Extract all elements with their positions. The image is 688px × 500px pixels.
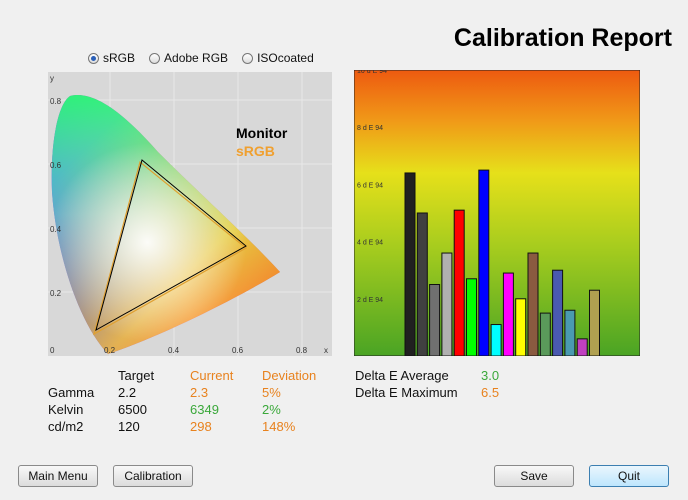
radio-isocoated[interactable]: ISOcoated <box>242 51 314 65</box>
delta-e-bar <box>490 324 502 356</box>
header-target: Target <box>118 368 155 383</box>
delta-e-bar <box>453 209 465 356</box>
x-tick-label: 0.6 <box>232 346 244 355</box>
radio-selected-icon <box>88 52 99 64</box>
delta-e-bar <box>564 309 576 356</box>
main-menu-button[interactable]: Main Menu <box>18 465 98 487</box>
luminance-current: 298 <box>190 419 212 434</box>
y-tick-label: 10 d E 94 <box>357 70 387 75</box>
header-current: Current <box>190 368 234 383</box>
delta-e-bar <box>478 169 490 356</box>
y-tick-label: 0.2 <box>50 289 62 298</box>
delta-e-bar <box>539 312 551 356</box>
gamma-current: 2.3 <box>190 385 209 400</box>
delta-e-bar <box>416 212 428 356</box>
legend-srgb: sRGB <box>236 143 275 159</box>
delta-e-bar <box>502 272 514 356</box>
delta-e-average-value: 3.0 <box>481 368 500 383</box>
gamma-deviation: 5% <box>262 385 281 400</box>
header-deviation: Deviation <box>262 368 317 383</box>
delta-e-average-label: Delta E Average <box>355 368 449 383</box>
kelvin-current: 6349 <box>190 402 219 417</box>
monitor-triangle <box>95 159 247 332</box>
y-tick-label: 6 d E 94 <box>357 182 383 189</box>
delta-e-bar <box>429 284 441 356</box>
row-label-luminance: cd/m2 <box>48 419 84 434</box>
calibration-button[interactable]: Calibration <box>113 465 193 487</box>
x-tick-label: 0.8 <box>296 346 308 355</box>
y-tick-label: 0 <box>50 346 55 355</box>
cie-chromaticity-diagram: y x 0.8 0.6 0.4 0.2 0 0.2 0.4 0.6 0.8 Mo… <box>48 72 332 356</box>
save-button[interactable]: Save <box>494 465 574 487</box>
y-tick-label: 4 d E 94 <box>357 240 383 247</box>
radio-label: ISOcoated <box>257 51 314 65</box>
radio-unselected-icon <box>149 52 161 64</box>
delta-e-bar <box>515 298 527 356</box>
row-label-kelvin: Kelvin <box>48 402 84 417</box>
page-title: Calibration Report <box>453 24 672 52</box>
radio-label: sRGB <box>103 51 136 65</box>
delta-e-bar <box>527 252 539 356</box>
delta-e-bar <box>552 269 564 356</box>
delta-e-maximum-label: Delta E Maximum <box>355 385 458 400</box>
srgb-triangle <box>93 160 248 336</box>
y-axis-label: y <box>50 74 54 83</box>
gamma-target: 2.2 <box>118 385 137 400</box>
radio-label: Adobe RGB <box>164 51 229 65</box>
delta-e-maximum-value: 6.5 <box>481 385 500 400</box>
radio-adobe-rgb[interactable]: Adobe RGB <box>149 51 228 65</box>
delta-e-bar <box>404 172 416 356</box>
delta-e-bar <box>441 252 453 356</box>
y-tick-label: 8 d E 94 <box>357 125 383 132</box>
delta-e-bar <box>576 338 588 356</box>
delta-e-bar <box>589 289 600 356</box>
y-tick-label: 0.4 <box>50 225 62 234</box>
x-axis-label: x <box>324 346 328 355</box>
stats-table: Target Current Deviation Gamma 2.2 2.3 5… <box>48 368 348 438</box>
legend-monitor: Monitor <box>236 125 288 141</box>
row-label-gamma: Gamma <box>48 385 95 400</box>
y-tick-label: 0.6 <box>50 161 62 170</box>
radio-unselected-icon <box>242 52 254 64</box>
y-tick-label: 0.8 <box>50 97 62 106</box>
luminance-deviation: 148% <box>262 419 296 434</box>
x-tick-label: 0.4 <box>168 346 180 355</box>
delta-e-summary: Delta E Average 3.0 Delta E Maximum 6.5 <box>355 368 555 404</box>
delta-e-bar-chart: 2 d E 94 4 d E 94 6 d E 94 8 d E 94 10 d E 9… <box>354 70 640 356</box>
kelvin-target: 6500 <box>118 402 147 417</box>
kelvin-deviation: 2% <box>262 402 281 417</box>
x-tick-label: 0.2 <box>104 346 116 355</box>
delta-e-bar <box>466 278 477 356</box>
luminance-target: 120 <box>118 419 140 434</box>
y-tick-label: 2 d E 94 <box>357 297 383 304</box>
quit-button[interactable]: Quit <box>589 465 669 487</box>
colorspace-selector: sRGB Adobe RGB ISOcoated <box>88 51 314 65</box>
radio-srgb[interactable]: sRGB <box>88 51 135 65</box>
